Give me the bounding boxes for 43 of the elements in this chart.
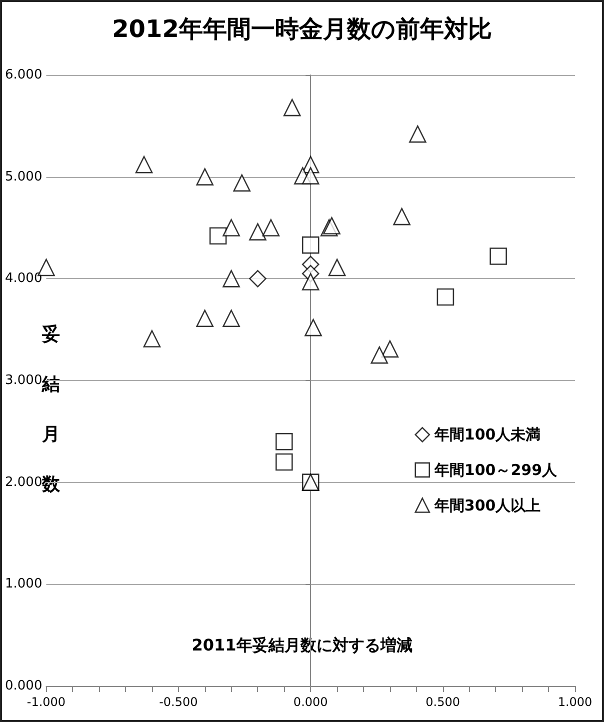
point — [328, 258, 346, 276]
point — [283, 98, 301, 116]
x-tick-label: -1.000 — [26, 695, 66, 709]
point — [393, 208, 410, 226]
y-tick-label: 4.000 — [5, 271, 42, 286]
x-tick-label: 1.000 — [558, 695, 592, 709]
point — [262, 219, 280, 236]
legend-label: 年間100～299人 — [433, 460, 558, 479]
point — [323, 217, 340, 234]
x-tick-label: 0.000 — [293, 695, 328, 709]
point — [276, 453, 293, 471]
point — [222, 219, 240, 236]
point — [370, 346, 388, 364]
point — [196, 168, 214, 186]
point — [276, 432, 293, 450]
y-tick-label: 0.000 — [5, 678, 42, 694]
y-tick-label: 1.000 — [5, 576, 42, 592]
point — [302, 236, 320, 254]
point — [143, 330, 161, 348]
point — [409, 125, 426, 143]
y-tick-label: 2.000 — [5, 474, 42, 490]
point — [233, 174, 251, 192]
point — [490, 248, 507, 265]
y-tick-label: 5.000 — [5, 169, 42, 184]
point — [381, 340, 399, 358]
point — [135, 156, 153, 174]
legend-label: 年間300人以上 — [433, 496, 541, 514]
point — [209, 227, 227, 245]
y-tick-label: 3.000 — [5, 373, 42, 388]
y-tick-label: 6.000 — [5, 68, 42, 82]
point — [222, 270, 240, 288]
point — [304, 318, 322, 336]
chart-title: 2012年年間一時金月数の前年対比 — [112, 15, 492, 43]
point — [436, 288, 454, 306]
point — [302, 273, 320, 290]
point — [222, 310, 240, 328]
point — [249, 223, 266, 240]
legend-label: 年間100人未満 — [433, 426, 541, 444]
x-tick-label: -0.500 — [159, 695, 198, 709]
point — [302, 167, 320, 184]
point — [196, 310, 214, 328]
x-tick-label: 0.500 — [426, 695, 460, 709]
point — [249, 270, 266, 288]
